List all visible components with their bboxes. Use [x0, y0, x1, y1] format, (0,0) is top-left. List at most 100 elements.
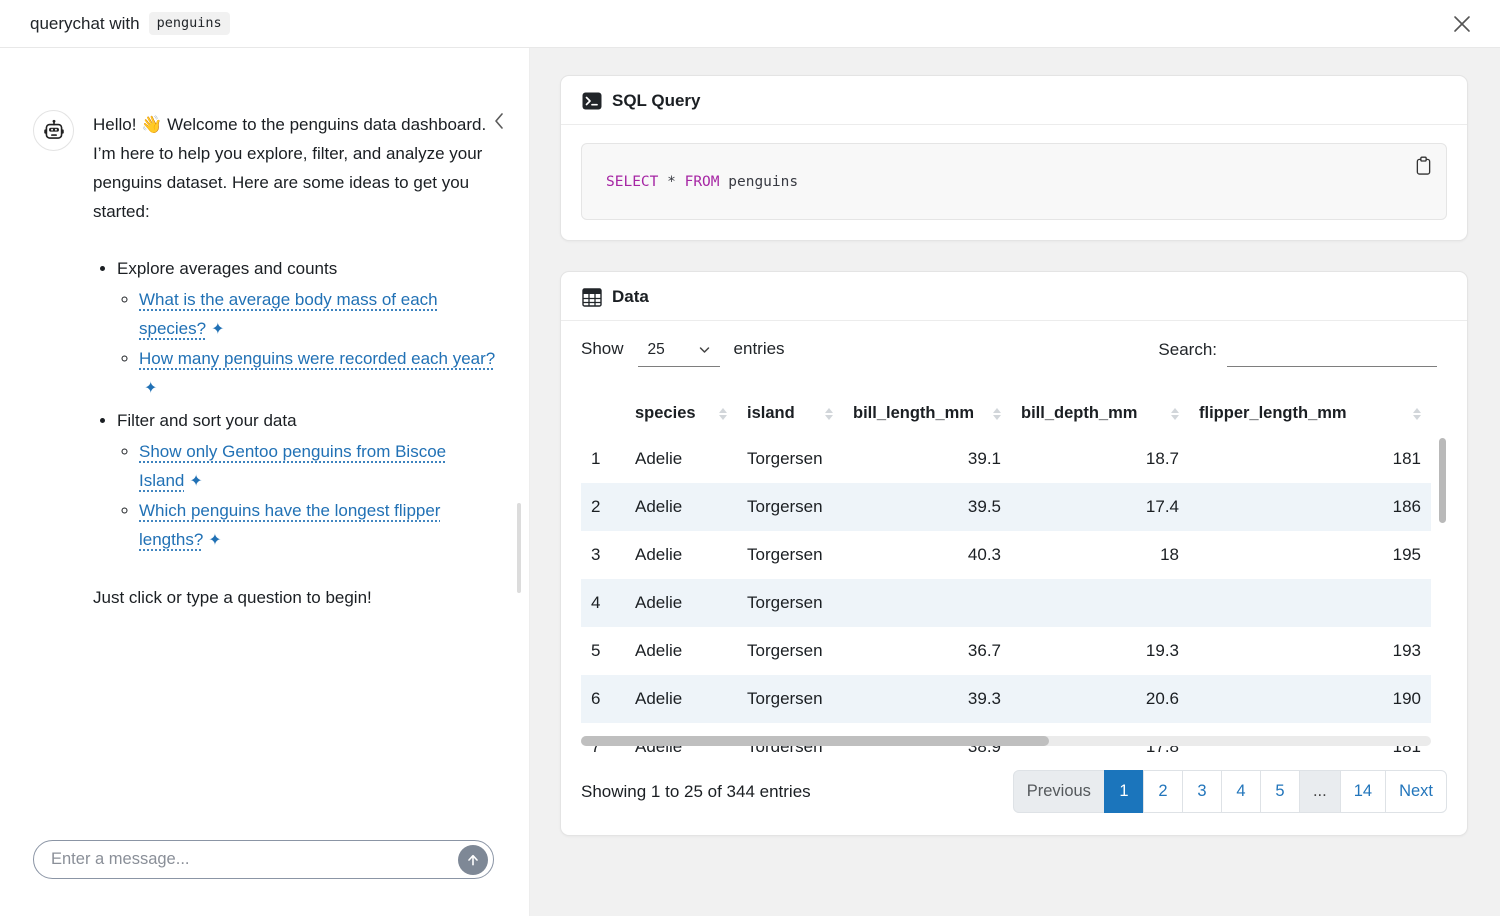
- pagination-previous-button[interactable]: Previous: [1012, 770, 1105, 813]
- data-table-container: species island bill_length_mm bill_depth…: [581, 394, 1447, 752]
- data-card-header: Data: [561, 272, 1467, 321]
- sql-card-title: SQL Query: [612, 91, 701, 110]
- sort-icon: [825, 407, 833, 420]
- cell-island: Torgersen: [747, 689, 823, 708]
- sort-icon: [1413, 407, 1421, 420]
- suggestion-link-avg-body-mass[interactable]: What is the average body mass of each sp…: [139, 290, 438, 338]
- cell-bill-depth: 17.4: [1145, 497, 1179, 516]
- app-title: querychat with penguins: [30, 12, 230, 35]
- table-row[interactable]: 3 Adelie Torgersen 40.3 18 195: [581, 531, 1431, 579]
- column-header-flipper-length[interactable]: flipper_length_mm: [1189, 394, 1431, 435]
- pagination-next-button[interactable]: Next: [1385, 770, 1447, 813]
- table-info-text: Showing 1 to 25 of 344 entries: [581, 781, 811, 801]
- column-header-island[interactable]: island: [737, 394, 843, 435]
- cell-flipper-length: 186: [1392, 497, 1421, 516]
- column-header-species[interactable]: species: [625, 394, 737, 435]
- cell-bill-depth: 18: [1160, 545, 1179, 564]
- close-icon[interactable]: [1446, 8, 1478, 40]
- pagination-page-14[interactable]: 14: [1339, 770, 1387, 813]
- table-row[interactable]: 5 Adelie Torgersen 36.7 19.3 193: [581, 627, 1431, 675]
- suggestion-group-label: Explore averages and counts: [117, 259, 338, 278]
- cell-species: Adelie: [635, 449, 683, 468]
- chat-input-container: [33, 840, 494, 879]
- cell-species: Adelie: [635, 593, 683, 612]
- greeting-text: Hello! 👋 Welcome to the penguins data da…: [93, 115, 487, 221]
- sort-icon: [719, 407, 727, 420]
- search-input[interactable]: [1227, 339, 1437, 367]
- cell-flipper-length: 195: [1392, 545, 1421, 564]
- page-size-select[interactable]: 25: [637, 339, 720, 367]
- chat-sidebar: Hello! 👋 Welcome to the penguins data da…: [0, 48, 530, 916]
- pagination-page-3[interactable]: 3: [1181, 770, 1222, 813]
- cell-bill-length: 39.1: [967, 449, 1001, 468]
- pagination-ellipsis: ...: [1298, 770, 1341, 813]
- suggestion-link-longest-flippers[interactable]: Which penguins have the longest flipper …: [139, 501, 441, 549]
- sql-query-card: SQL Query SELECT * FROM penguins: [560, 75, 1468, 241]
- terminal-icon: [582, 91, 602, 111]
- table-row[interactable]: 6 Adelie Torgersen 39.3 20.6 190: [581, 675, 1431, 723]
- suggestion-group-label: Filter and sort your data: [117, 411, 297, 430]
- horizontal-scrollbar[interactable]: [581, 736, 1431, 746]
- cell-island: Torgersen: [747, 641, 823, 660]
- sort-icon: [1171, 407, 1179, 420]
- cell-flipper-length: 193: [1392, 641, 1421, 660]
- cell-flipper-length: 181: [1392, 449, 1421, 468]
- list-item: Which penguins have the longest flipper …: [139, 496, 509, 555]
- pagination-page-5[interactable]: 5: [1259, 770, 1300, 813]
- cell-bill-depth: 18.7: [1145, 449, 1179, 468]
- vertical-scrollbar[interactable]: [1439, 438, 1446, 738]
- pagination-page-4[interactable]: 4: [1220, 770, 1261, 813]
- cell-species: Adelie: [635, 689, 683, 708]
- cell-flipper-length: 190: [1392, 689, 1421, 708]
- cell-bill-length: 36.7: [967, 641, 1001, 660]
- closing-text: Just click or type a question to begin!: [93, 588, 372, 607]
- cell-row-number: 1: [591, 449, 601, 468]
- column-header-bill-length[interactable]: bill_length_mm: [843, 394, 1011, 435]
- sparkle-icon: ✦: [144, 380, 158, 397]
- main-panel: SQL Query SELECT * FROM penguins: [530, 48, 1500, 916]
- search-control: Search:: [1158, 339, 1437, 367]
- cell-row-number: 2: [591, 497, 601, 516]
- list-item: What is the average body mass of each sp…: [139, 285, 509, 344]
- data-card-title: Data: [612, 287, 649, 306]
- sidebar-scrollbar[interactable]: [517, 503, 521, 593]
- table-row[interactable]: 1 Adelie Torgersen 39.1 18.7 181: [581, 435, 1431, 483]
- column-header-bill-depth[interactable]: bill_depth_mm: [1011, 394, 1189, 435]
- table-row[interactable]: 4 Adelie Torgersen: [581, 579, 1431, 627]
- data-card: Data Show 25 entries Searc: [560, 271, 1468, 836]
- suggestion-link-count-per-year[interactable]: How many penguins were recorded each yea…: [139, 349, 496, 397]
- cell-row-number: 4: [591, 593, 601, 612]
- cell-bill-depth: [1011, 579, 1189, 627]
- pagination-page-1[interactable]: 1: [1103, 770, 1144, 813]
- copy-icon[interactable]: [1411, 152, 1436, 183]
- send-message-button[interactable]: [458, 844, 488, 875]
- cell-island: Torgersen: [747, 545, 823, 564]
- dataset-name-chip: penguins: [148, 12, 230, 35]
- cell-row-number: 3: [591, 545, 601, 564]
- message-input[interactable]: [51, 850, 458, 869]
- suggestion-link-gentoo-biscoe[interactable]: Show only Gentoo penguins from Biscoe Is…: [139, 442, 447, 490]
- collapse-sidebar-icon[interactable]: [488, 108, 511, 137]
- cell-row-number: 5: [591, 641, 601, 660]
- robot-avatar-icon: [33, 110, 74, 151]
- assistant-message: Hello! 👋 Welcome to the penguins data da…: [33, 110, 509, 612]
- sql-card-header: SQL Query: [561, 76, 1467, 125]
- page-length-control: Show 25 entries: [581, 339, 785, 367]
- table-row[interactable]: 2 Adelie Torgersen 39.5 17.4 186: [581, 483, 1431, 531]
- sparkle-icon: ✦: [189, 473, 203, 490]
- cell-island: Torgersen: [747, 593, 823, 612]
- cell-island: Torgersen: [747, 497, 823, 516]
- sql-code-block: SELECT * FROM penguins: [581, 143, 1447, 220]
- cell-bill-length: [843, 579, 1011, 627]
- cell-island: Torgersen: [747, 449, 823, 468]
- cell-flipper-length: [1189, 579, 1431, 627]
- cell-bill-length: 40.3: [967, 545, 1001, 564]
- row-number-header: [581, 394, 625, 435]
- chevron-down-icon: [699, 347, 709, 353]
- cell-bill-length: 39.5: [967, 497, 1001, 516]
- cell-species: Adelie: [635, 545, 683, 564]
- table-icon: [582, 287, 602, 307]
- sparkle-icon: ✦: [208, 532, 222, 549]
- pagination-page-2[interactable]: 2: [1142, 770, 1183, 813]
